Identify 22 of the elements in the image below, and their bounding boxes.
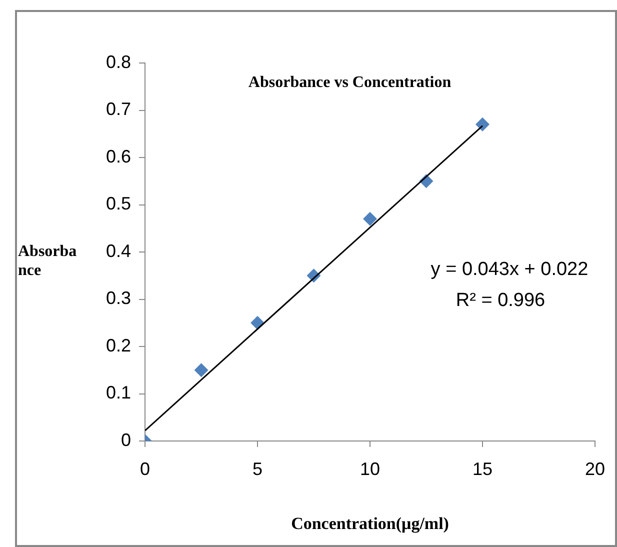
y-tick-label: 0.3 bbox=[106, 288, 132, 308]
point bbox=[363, 212, 378, 226]
y-tick-label: 0.7 bbox=[106, 99, 132, 120]
annotation: R² = 0.996 bbox=[456, 290, 546, 311]
x-tick-label: 5 bbox=[252, 458, 263, 479]
annotation: y = 0.043x + 0.022 bbox=[430, 259, 588, 280]
x-tick-label: 20 bbox=[584, 458, 606, 479]
y-axis-title: Absorbance bbox=[18, 242, 78, 280]
y-tick-label: 0 bbox=[121, 430, 132, 450]
point bbox=[476, 117, 490, 132]
x-tick-label: 0 bbox=[140, 458, 150, 479]
y-tick-label: 0.8 bbox=[106, 52, 132, 72]
x-tick-label: 15 bbox=[472, 458, 493, 479]
x-tick-label: 10 bbox=[360, 458, 380, 479]
y-tick-label: 0.4 bbox=[106, 240, 132, 261]
y-tick-label: 0.1 bbox=[106, 382, 132, 403]
y-tick-label: 0.2 bbox=[106, 335, 132, 356]
y-tick-label: 0.5 bbox=[106, 194, 132, 214]
point bbox=[194, 363, 208, 378]
x-axis-title: Concentration(μg/ml) bbox=[291, 514, 449, 534]
y-tick-label: 0.6 bbox=[106, 146, 132, 166]
text: Absorbance vs Concentration bbox=[248, 74, 452, 91]
